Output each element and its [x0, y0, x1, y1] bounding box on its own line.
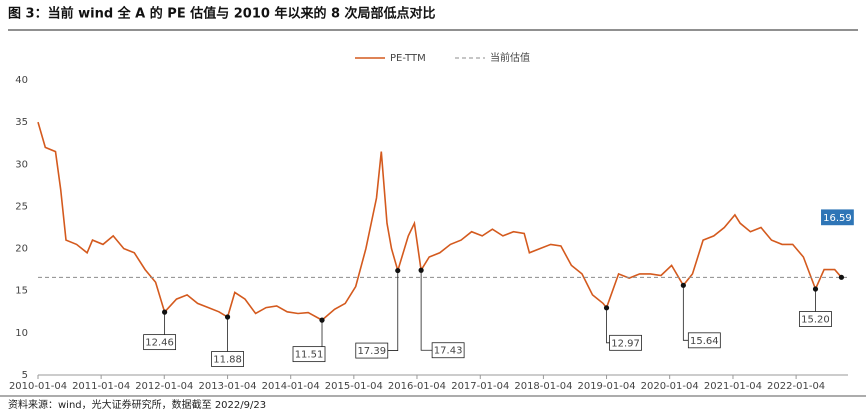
callout-box	[211, 351, 244, 367]
y-tick-label: 5	[22, 370, 28, 381]
callout-label: 17.39	[357, 346, 386, 357]
callout-box	[292, 346, 326, 363]
callout-label: 17.43	[434, 346, 463, 357]
y-tick-label: 40	[15, 75, 28, 86]
callout-box	[609, 334, 642, 351]
callout-label: 11.51	[295, 350, 324, 361]
low-point	[812, 286, 819, 292]
callout-box	[143, 334, 177, 351]
legend-label: 当前估值	[490, 51, 530, 64]
low-point	[395, 267, 401, 274]
x-tick-label: 2017-01-04	[451, 381, 509, 392]
low-point	[838, 274, 845, 280]
x-tick-label: 2013-01-04	[199, 381, 257, 392]
x-tick-label: 2018-01-04	[514, 381, 572, 392]
y-tick-label: 25	[15, 201, 28, 212]
y-tick-label: 10	[15, 328, 28, 339]
callout-label: 15.64	[690, 336, 719, 347]
x-tick-label: 2010-01-04	[9, 381, 67, 392]
callout-line	[420, 270, 449, 351]
low-point	[319, 317, 325, 323]
callout-label: 15.20	[801, 315, 830, 326]
x-tick-label: 2015-01-04	[325, 381, 383, 392]
legend-label: PE-TTM	[390, 53, 426, 64]
low-point	[162, 309, 168, 315]
low-point	[418, 267, 424, 273]
pe-line	[37, 121, 843, 322]
low-point	[603, 305, 610, 311]
callout-label: 16.59	[823, 213, 852, 224]
callout-box	[799, 311, 832, 327]
source-note: 资料来源：wind，光大证券研究所，数据截至 2022/9/23	[8, 398, 266, 411]
callout-box	[431, 342, 465, 359]
x-tick-label: 2016-01-04	[388, 381, 446, 392]
low-point	[680, 282, 686, 288]
x-tick-label: 2014-01-04	[262, 381, 320, 392]
y-tick-label: 30	[15, 159, 28, 170]
x-tick-label: 2019-01-04	[577, 381, 635, 392]
callout-label: 12.46	[145, 338, 174, 349]
callout-box	[687, 332, 721, 349]
x-tick-label: 2021-01-04	[704, 381, 762, 392]
y-tick-label: 15	[15, 286, 28, 297]
x-tick-label: 2012-01-04	[135, 381, 193, 392]
low-point	[224, 314, 231, 320]
x-tick-label: 2011-01-04	[72, 381, 130, 392]
callout-box	[355, 342, 389, 359]
callout-label: 11.88	[213, 355, 242, 366]
y-tick-label: 20	[15, 244, 28, 255]
y-tick-label: 35	[15, 117, 28, 128]
callout-line	[682, 285, 705, 341]
callout-line	[371, 270, 399, 351]
x-tick-label: 2020-01-04	[641, 381, 699, 392]
callout-label: 12.97	[611, 338, 640, 349]
x-tick-label: 2022-01-04	[767, 381, 825, 392]
callout-box	[821, 209, 854, 226]
chart-title: 图 3：当前 wind 全 A 的 PE 估值与 2010 年以来的 8 次局部…	[8, 6, 436, 22]
